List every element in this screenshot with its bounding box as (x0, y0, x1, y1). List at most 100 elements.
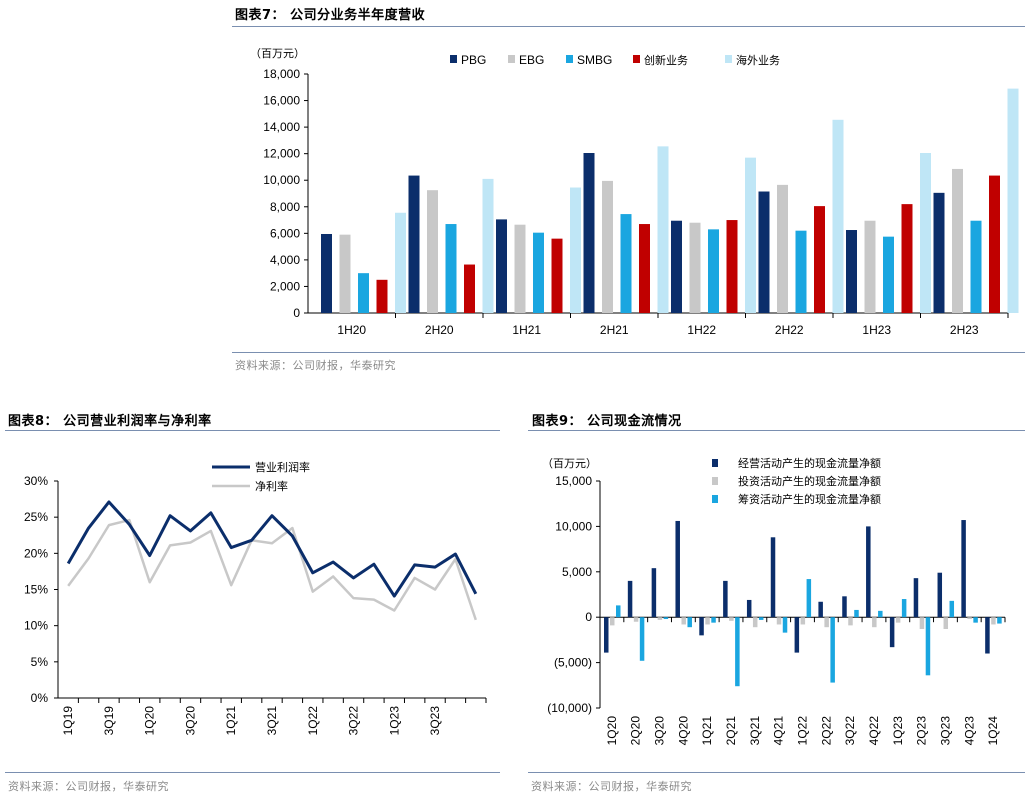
figure7-bar-EBG (689, 222, 701, 313)
figure7-x-tick-label: 2H20 (425, 323, 454, 337)
figure7-y-tick-label: 0 (293, 306, 300, 320)
figure9-bar (687, 617, 692, 628)
figure7-legend-label: PBG (461, 53, 486, 67)
figure9-legend-swatch (712, 459, 718, 467)
figure7-bar-PBG (758, 191, 770, 313)
figure9-y-tick-label: 0 (585, 610, 592, 624)
figure7-bar-创新业务 (639, 224, 650, 313)
figure8-legend-label: 营业利润率 (255, 460, 310, 474)
figure9-source-rule (528, 772, 1025, 773)
figure7-title: 图表7： 公司分业务半年度营收 (235, 8, 426, 23)
figure7-y-tick-label: 12,000 (263, 147, 300, 161)
figure8-x-tick-label: 3Q22 (347, 706, 361, 736)
figure9-title: 图表9： 公司现金流情况 (532, 414, 682, 429)
figure9-source: 资料来源：公司财报，华泰研究 (531, 780, 692, 793)
figure9-bar (997, 617, 1002, 624)
figure9-x-tick-label: 2Q23 (915, 716, 929, 746)
figure8-line-营业利润率 (66, 500, 478, 598)
figure7-bar-SMBG (708, 229, 719, 313)
figure7-bar-创新业务 (901, 204, 913, 313)
figure9-x-tick-label: 4Q21 (772, 716, 786, 746)
figure7-x-tick-label: 2H23 (950, 323, 979, 337)
figure8-y-tick-label: 5% (31, 655, 49, 669)
figure7-legend-swatch (725, 55, 732, 63)
figure7-legend-swatch (633, 55, 640, 63)
figure9-x-tick-label: 1Q23 (891, 716, 905, 746)
figure8-line-净利率 (67, 518, 477, 621)
figure9-x-tick-label: 2Q22 (819, 716, 833, 746)
figure7-bar-SMBG (883, 236, 894, 313)
figure9-bar (925, 617, 931, 676)
figure9-y-tick-label: (5,000) (554, 656, 592, 670)
figure7-y-tick-label: 2,000 (270, 279, 300, 293)
figure7-bar-海外业务 (1007, 88, 1019, 313)
figure7-bar-海外业务 (570, 187, 581, 313)
figure8-y-tick-label: 0% (31, 691, 49, 705)
figure8-y-tick-label: 10% (24, 619, 48, 633)
figure9-legend-label: 筹资活动产生的现金流量净额 (738, 492, 881, 506)
figure8-x-tick-label: 1Q19 (61, 706, 75, 736)
figure9-x-tick-label: 4Q20 (676, 716, 690, 746)
figure7-bar-EBG (427, 190, 438, 313)
figure7-unit-label: （百万元） (250, 47, 305, 60)
figure9-y-tick-label: 10,000 (555, 519, 592, 533)
figure7-legend-swatch (450, 55, 457, 63)
figure8-source: 资料来源：公司财报，华泰研究 (8, 780, 169, 793)
figure9-bar (842, 596, 847, 618)
figure9-bar (919, 617, 925, 630)
figure8-y-tick-label: 30% (24, 474, 48, 488)
figure7-legend-label: EBG (519, 53, 544, 67)
figure9-bar (723, 580, 728, 618)
figure7-bar-PBG (671, 220, 682, 313)
figure7-x-tick-label: 1H22 (687, 323, 716, 337)
figure7-bar-SMBG (445, 224, 457, 313)
figure7-bar-SMBG (533, 232, 544, 313)
figure9-bar (937, 572, 943, 618)
figure8-legend-label: 净利率 (255, 479, 288, 493)
figure9-bar (681, 617, 686, 625)
figure9-x-tick-label: 1Q22 (796, 716, 810, 746)
figure9-bar (770, 537, 776, 618)
figure8-title-rule (5, 430, 500, 431)
figure9-x-tick-label: 3Q22 (843, 716, 857, 746)
figure9-bar (633, 617, 639, 622)
figure7-y-tick-label: 14,000 (263, 120, 300, 134)
figure7-bar-创新业务 (376, 279, 388, 313)
figure9-bar (746, 599, 752, 618)
figure9-unit-label: （百万元） (542, 457, 597, 470)
figure8-y-tick-label: 15% (24, 583, 48, 597)
figure7-bar-PBG (496, 219, 507, 313)
figure8-title: 图表8： 公司营业利润率与净利率 (8, 414, 212, 429)
figure9-bar (818, 601, 823, 618)
figure7-bar-海外业务 (657, 146, 669, 313)
figure9-title-rule (528, 430, 1025, 431)
figure8-x-tick-label: 3Q19 (102, 706, 116, 736)
figure7-bar-创新业务 (464, 264, 475, 313)
figure9-x-tick-label: 1Q20 (605, 716, 619, 746)
figure7-bar-SMBG (620, 214, 632, 313)
figure7-bar-PBG (583, 153, 595, 313)
figure9-bar (866, 526, 871, 618)
figure9-bar (711, 617, 716, 623)
figure7-chart: （百万元） 0 2,000 4,000 6,000 8,000 10,000 12,000 1… (250, 47, 1019, 337)
figure7-legend-swatch (508, 55, 515, 63)
figure7-bar-EBG (864, 220, 876, 313)
figure7-legend-label: 创新业务 (644, 53, 688, 67)
figure7-y-tick-label: 16,000 (263, 94, 300, 108)
figure9-bar (806, 579, 812, 618)
figure9-bar (991, 617, 996, 625)
figure9-y-tick-label: (10,000) (547, 701, 592, 715)
figure8-y-tick-label: 25% (24, 510, 48, 524)
figure9-bar (651, 568, 657, 618)
figure9-bar (961, 520, 966, 618)
figure7-x-tick-label: 1H20 (337, 323, 366, 337)
figure9-bar (878, 610, 883, 618)
figure9-bar (794, 617, 800, 653)
figure9-legend-swatch (712, 495, 718, 503)
figure8-x-tick-label: 3Q23 (428, 706, 442, 736)
figure7-bar-PBG (321, 233, 332, 313)
figure7-title-rule (232, 26, 1025, 27)
figure9-bar (627, 580, 633, 618)
figure7-x-tick-label: 2H21 (600, 323, 629, 337)
figure8-x-tick-label: 3Q21 (265, 706, 279, 736)
